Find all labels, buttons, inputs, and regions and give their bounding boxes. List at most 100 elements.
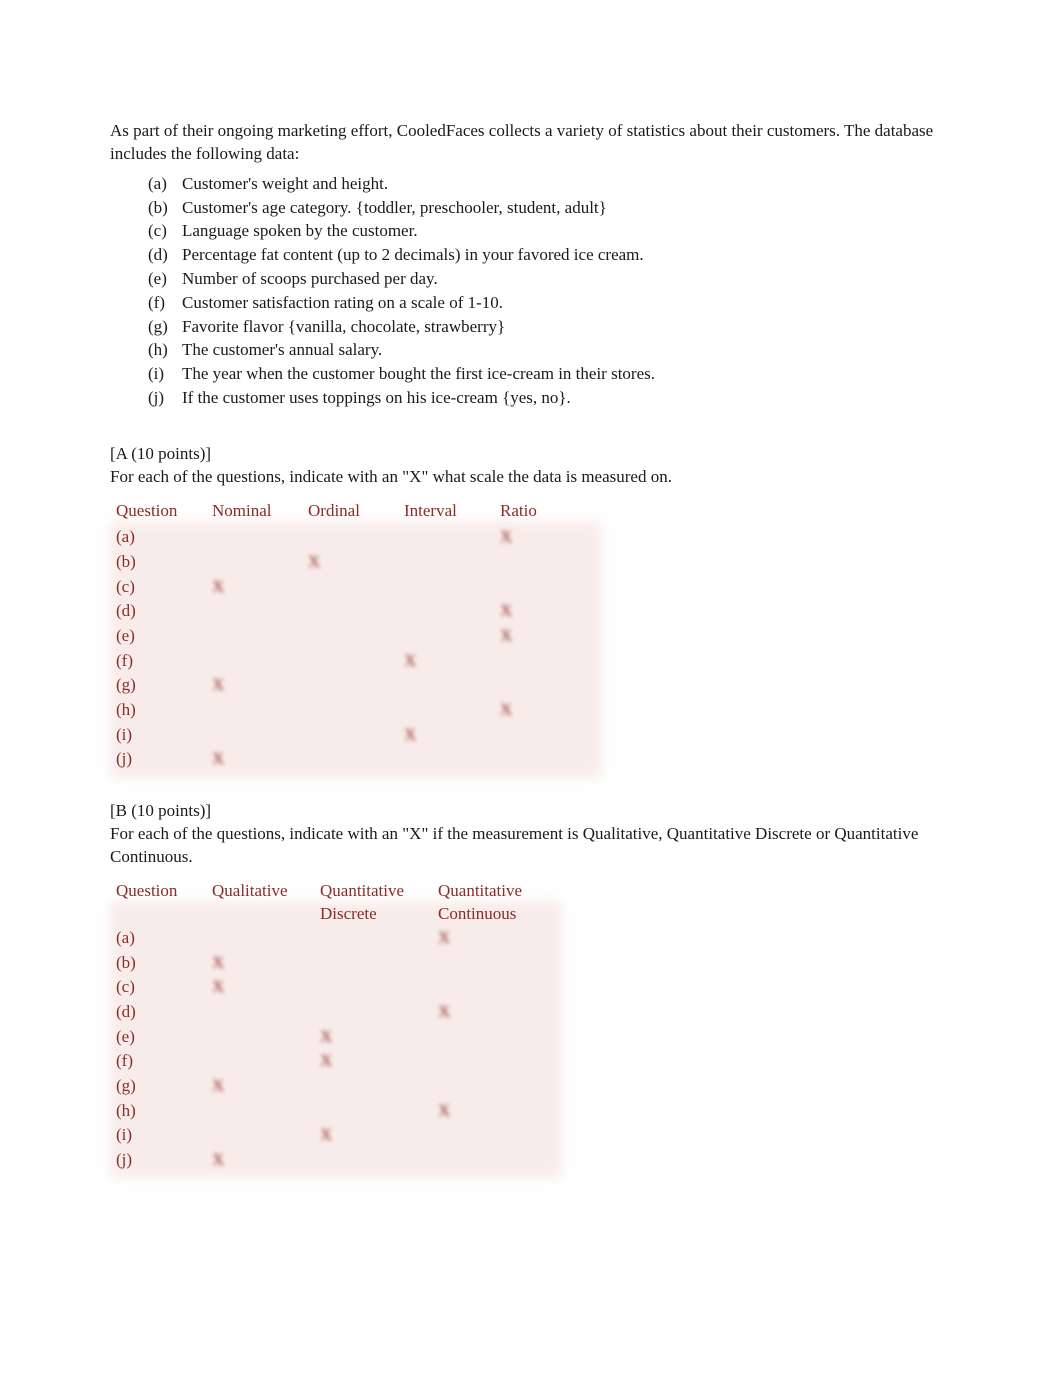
answer-cell: [308, 575, 404, 600]
row-question: (i): [116, 1123, 212, 1148]
table-row: (h)X: [116, 1099, 556, 1124]
answer-cell: [404, 525, 500, 550]
answer-cell: [308, 723, 404, 748]
table-row: (i)X: [116, 723, 596, 748]
row-question: (d): [116, 1000, 212, 1025]
answer-cell: X: [320, 1025, 438, 1050]
answer-cell: [212, 1099, 320, 1124]
answer-cell: X: [212, 1148, 320, 1173]
answer-cell: [212, 1049, 320, 1074]
answer-cell: [212, 723, 308, 748]
table-row: (c)X: [116, 575, 596, 600]
list-item-label: (c): [148, 219, 182, 243]
list-item-label: (e): [148, 267, 182, 291]
answer-cell: X: [320, 1123, 438, 1148]
list-item-text: If the customer uses toppings on his ice…: [182, 386, 571, 410]
table-subheader: [212, 905, 320, 926]
row-question: (f): [116, 1049, 212, 1074]
list-item-text: Language spoken by the customer.: [182, 219, 418, 243]
list-item-text: The customer's annual salary.: [182, 338, 382, 362]
answer-cell: [438, 1074, 556, 1099]
answer-cell: [320, 1099, 438, 1124]
list-item: (e)Number of scoops purchased per day.: [148, 267, 972, 291]
section-b-table-wrap: QuestionQualitativeQuantitativeQuantitat…: [110, 875, 562, 1179]
table-row: (d) X: [116, 1000, 556, 1025]
answer-cell: X: [212, 975, 320, 1000]
answer-cell: [320, 1148, 438, 1173]
answer-cell: X: [500, 698, 596, 723]
row-question: (h): [116, 1099, 212, 1124]
row-question: (c): [116, 575, 212, 600]
answer-cell: [320, 975, 438, 1000]
table-header: Ordinal: [308, 499, 404, 526]
data-items-list: (a)Customer's weight and height.(b)Custo…: [110, 170, 972, 410]
answer-cell: [212, 525, 308, 550]
answer-cell: X: [438, 926, 556, 951]
answer-cell: X: [212, 1074, 320, 1099]
answer-cell: X: [404, 723, 500, 748]
answer-cell: X: [500, 624, 596, 649]
table-header: Ratio: [500, 499, 596, 526]
table-row: (j)X: [116, 1148, 556, 1173]
list-item-text: Percentage fat content (up to 2 decimals…: [182, 243, 644, 267]
answer-cell: [308, 673, 404, 698]
table-row: (g)X: [116, 673, 596, 698]
answer-cell: [438, 975, 556, 1000]
table-subheader: Continuous: [438, 905, 556, 926]
answer-cell: [404, 599, 500, 624]
list-item-label: (a): [148, 172, 182, 196]
answer-cell: [308, 698, 404, 723]
list-item-label: (j): [148, 386, 182, 410]
answer-cell: [500, 673, 596, 698]
row-question: (a): [116, 525, 212, 550]
answer-cell: [404, 575, 500, 600]
list-item-text: Favorite flavor {vanilla, chocolate, str…: [182, 315, 505, 339]
answer-cell: [308, 747, 404, 772]
row-question: (a): [116, 926, 212, 951]
answer-cell: X: [212, 951, 320, 976]
list-item-label: (b): [148, 196, 182, 220]
list-item-text: Number of scoops purchased per day.: [182, 267, 438, 291]
answer-cell: X: [212, 747, 308, 772]
answer-cell: [438, 1123, 556, 1148]
answer-cell: [404, 624, 500, 649]
list-item-label: (f): [148, 291, 182, 315]
answer-cell: [320, 951, 438, 976]
answer-cell: [404, 698, 500, 723]
table-row: (e)X: [116, 1025, 556, 1050]
table-row: (f)X: [116, 649, 596, 674]
list-item-text: Customer's weight and height.: [182, 172, 388, 196]
table-row: (a) X: [116, 926, 556, 951]
section-a-desc: For each of the questions, indicate with…: [110, 466, 972, 489]
answer-cell: [500, 550, 596, 575]
answer-cell: X: [438, 1000, 556, 1025]
answer-cell: X: [308, 550, 404, 575]
answer-cell: [438, 1025, 556, 1050]
answer-cell: X: [500, 599, 596, 624]
row-question: (g): [116, 1074, 212, 1099]
table-row: (h) X: [116, 698, 596, 723]
answer-cell: [320, 1000, 438, 1025]
answer-cell: [212, 624, 308, 649]
answer-cell: [212, 649, 308, 674]
table-row: (e)X: [116, 624, 596, 649]
row-question: (j): [116, 747, 212, 772]
answer-cell: [438, 1049, 556, 1074]
row-question: (b): [116, 951, 212, 976]
section-b-label: [B (10 points)]: [110, 801, 972, 821]
table-subheader: [116, 905, 212, 926]
answer-cell: [500, 649, 596, 674]
section-b-table: QuestionQualitativeQuantitativeQuantitat…: [116, 879, 556, 1173]
table-header: Quantitative: [438, 879, 556, 906]
answer-cell: [438, 1148, 556, 1173]
answer-cell: X: [320, 1049, 438, 1074]
answer-cell: [308, 525, 404, 550]
table-row: (c)X: [116, 975, 556, 1000]
list-item: (i)The year when the customer bought the…: [148, 362, 972, 386]
answer-cell: [212, 926, 320, 951]
answer-cell: [500, 575, 596, 600]
answer-cell: [212, 1025, 320, 1050]
list-item-text: The year when the customer bought the fi…: [182, 362, 655, 386]
row-question: (g): [116, 673, 212, 698]
row-question: (h): [116, 698, 212, 723]
